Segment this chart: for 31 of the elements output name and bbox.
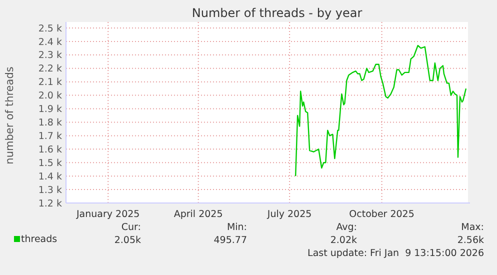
x-tick-label: October 2025 bbox=[349, 209, 414, 220]
y-tick-label: 2.5 k bbox=[38, 23, 62, 34]
y-tick-label: 1.4 k bbox=[38, 171, 62, 182]
text: Avg: bbox=[336, 222, 357, 233]
text: 2.05k bbox=[114, 235, 142, 246]
text: 2.02k bbox=[330, 235, 358, 246]
chart-title: Number of threads - by year bbox=[192, 6, 362, 20]
text: 2.56k bbox=[457, 235, 484, 246]
x-tick-label: April 2025 bbox=[174, 209, 223, 220]
line-series bbox=[294, 44, 467, 177]
y-tick-label: 2.2 k bbox=[38, 64, 62, 75]
y-tick-label: 2.0 k bbox=[38, 90, 62, 102]
y-tick-label: 1.6 k bbox=[38, 144, 62, 156]
text: Max: bbox=[461, 222, 484, 233]
x-tick-label: July 2025 bbox=[266, 209, 312, 220]
y-tick-label: 1.5 k bbox=[38, 158, 62, 169]
y-tick-label: 2.3 k bbox=[38, 50, 62, 62]
text: Min: bbox=[226, 222, 247, 233]
text: Last update: Fri Jan 9 13:15:00 2026 bbox=[308, 248, 484, 259]
y-tick-label: 2.4 k bbox=[38, 36, 62, 48]
text: 495.77 bbox=[214, 235, 247, 246]
x-tick-label: January 2025 bbox=[75, 209, 140, 220]
y-tick-label: 1.9 k bbox=[38, 104, 62, 116]
text: Cur: bbox=[121, 222, 141, 233]
y-axis-title: number of threads bbox=[4, 66, 16, 164]
y-tick-label: 1.8 k bbox=[38, 118, 62, 129]
y-tick-label: 1.3 k bbox=[38, 184, 62, 196]
y-tick-label: 2.1 k bbox=[38, 77, 62, 88]
y-tick-label: 1.2 k bbox=[38, 198, 62, 210]
y-tick-label: 1.7 k bbox=[38, 131, 62, 142]
legend-label: threads bbox=[21, 234, 58, 245]
